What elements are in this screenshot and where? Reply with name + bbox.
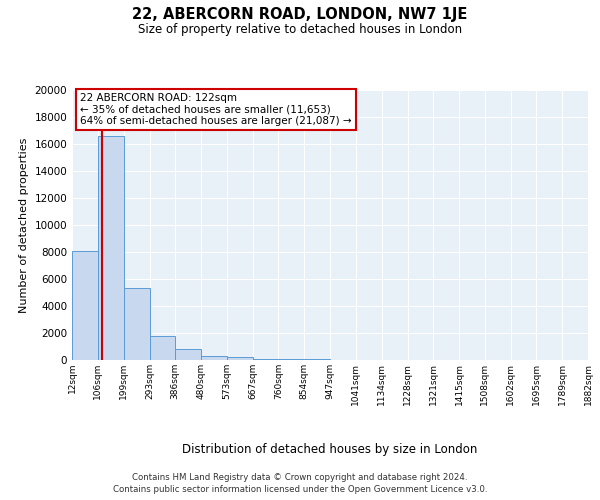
- Bar: [98, 136, 124, 360]
- Bar: [304, 358, 330, 360]
- Bar: [253, 358, 278, 360]
- Bar: [149, 336, 175, 360]
- Text: Contains public sector information licensed under the Open Government Licence v3: Contains public sector information licen…: [113, 485, 487, 494]
- Bar: [124, 288, 149, 360]
- Bar: [175, 349, 201, 360]
- Bar: [72, 250, 98, 360]
- Text: 22 ABERCORN ROAD: 122sqm
← 35% of detached houses are smaller (11,653)
64% of se: 22 ABERCORN ROAD: 122sqm ← 35% of detach…: [80, 92, 352, 126]
- Text: 22, ABERCORN ROAD, LONDON, NW7 1JE: 22, ABERCORN ROAD, LONDON, NW7 1JE: [133, 8, 467, 22]
- Bar: [227, 358, 253, 360]
- Text: Distribution of detached houses by size in London: Distribution of detached houses by size …: [182, 442, 478, 456]
- Bar: [201, 356, 227, 360]
- Text: Size of property relative to detached houses in London: Size of property relative to detached ho…: [138, 22, 462, 36]
- Bar: [278, 358, 304, 360]
- Text: Contains HM Land Registry data © Crown copyright and database right 2024.: Contains HM Land Registry data © Crown c…: [132, 472, 468, 482]
- Y-axis label: Number of detached properties: Number of detached properties: [19, 138, 29, 312]
